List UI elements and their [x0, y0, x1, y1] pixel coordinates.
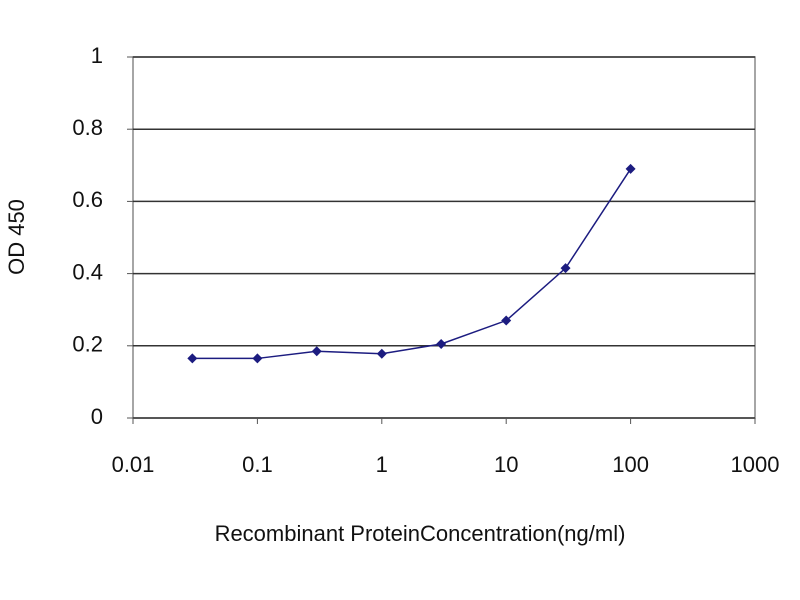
data-point [625, 163, 636, 174]
data-point [560, 263, 571, 274]
data-point [187, 353, 198, 364]
plot-area [132, 56, 756, 419]
y-tick-label: 0.6 [72, 187, 103, 212]
y-tick-label: 0 [91, 404, 103, 429]
y-tick-label: 0.4 [72, 259, 103, 284]
data-point [252, 353, 263, 364]
data-point [436, 338, 447, 349]
y-tick-label: 1 [91, 43, 103, 68]
line-series [192, 168, 632, 360]
x-axis-label: Recombinant ProteinConcentration(ng/ml) [215, 521, 626, 546]
x-tick-label: 0.01 [112, 452, 155, 477]
data-point [501, 315, 512, 326]
x-tick-label: 0.1 [242, 452, 273, 477]
x-tick-label: 100 [612, 452, 649, 477]
x-tick-label: 1000 [731, 452, 780, 477]
data-point [311, 346, 322, 357]
y-tick-label: 0.8 [72, 115, 103, 140]
x-tick-label: 10 [494, 452, 518, 477]
y-tick-label: 0.2 [72, 332, 103, 357]
x-tick-label: 1 [376, 452, 388, 477]
data-point [376, 348, 387, 359]
y-axis-label: OD 450 [4, 199, 29, 275]
